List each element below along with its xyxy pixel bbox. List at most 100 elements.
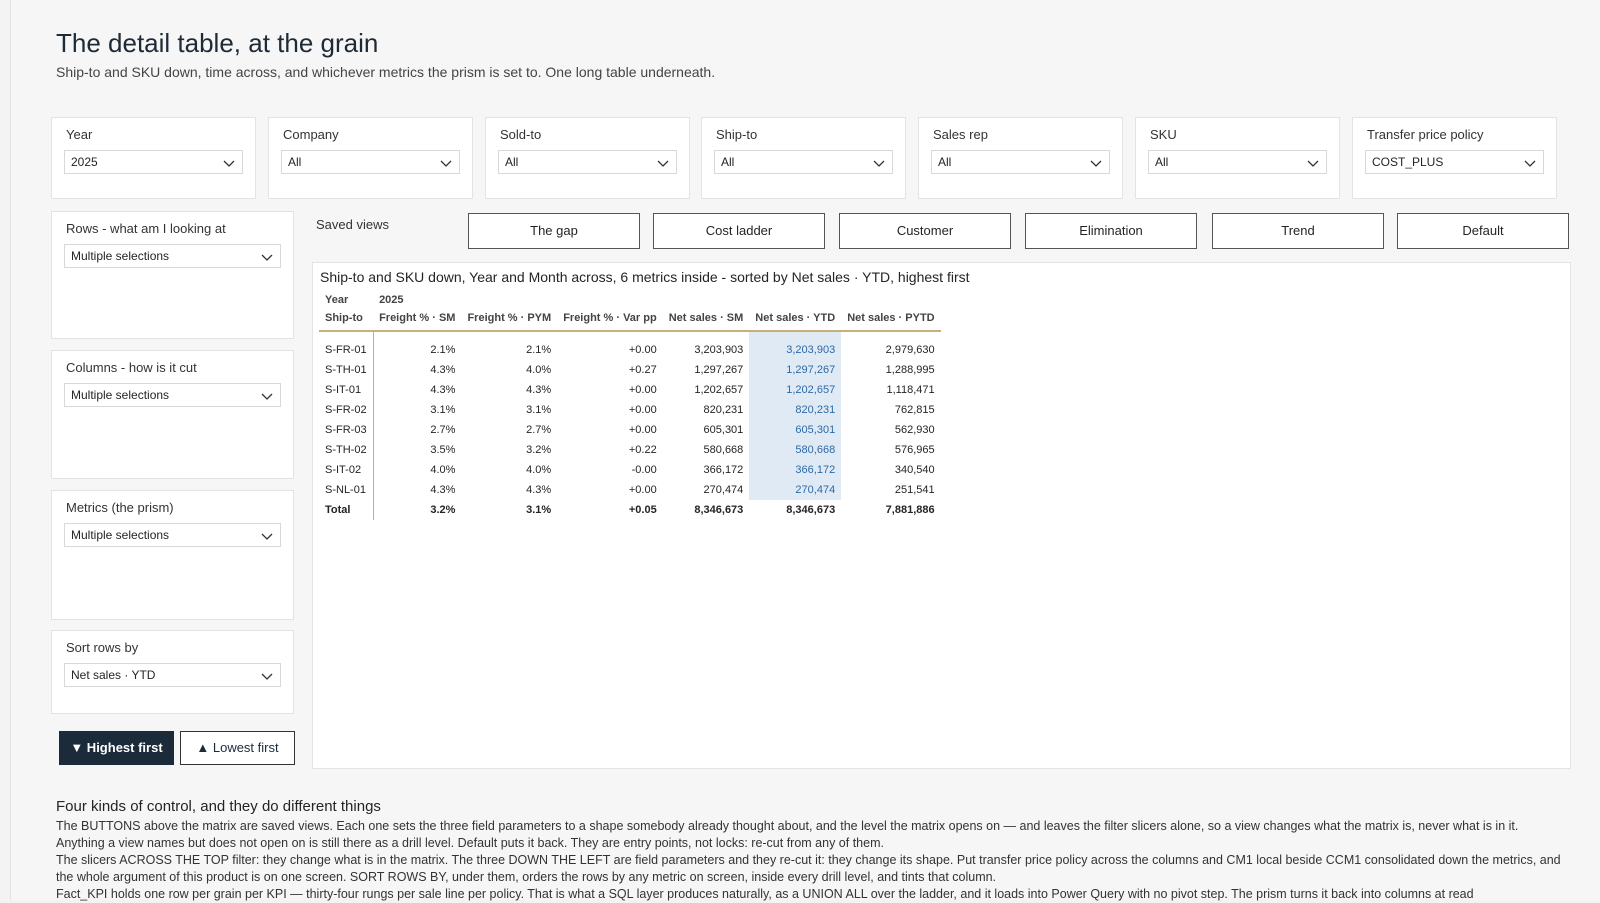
total-label: Total [319, 500, 374, 520]
chevron-down-icon [261, 533, 273, 540]
dropdown-value: COST_PLUS [1372, 155, 1444, 169]
sort-rows-dropdown[interactable]: Net sales · YTD [64, 663, 281, 687]
columns-parameter-dropdown[interactable]: Multiple selections [64, 383, 281, 407]
metrics-parameter-dropdown[interactable]: Multiple selections [64, 523, 281, 547]
parameter-label: Sort rows by [66, 640, 139, 655]
table-cell: +0.00 [628, 424, 657, 436]
table-row[interactable]: S-TH-02 3.5% 3.2% +0.22 580,668 580,668 … [319, 440, 941, 460]
matrix-table: Year 2025 Ship-to Freight % · SM Freight… [319, 291, 941, 520]
row-header[interactable]: Ship-to [319, 309, 374, 332]
table-row[interactable]: S-FR-03 2.7% 2.7% +0.00 605,301 605,301 … [319, 420, 941, 440]
row-label[interactable]: S-FR-02 [319, 400, 374, 420]
transfer-price-policy-dropdown[interactable]: COST_PLUS [1365, 150, 1544, 174]
highest-first-button[interactable]: ▼ Highest first [59, 731, 174, 765]
dropdown-value: All [505, 155, 519, 169]
metrics-parameter-card: Metrics (the prism) Multiple selections [51, 490, 294, 620]
view-trend-button[interactable]: Trend [1212, 213, 1384, 249]
view-customer-button[interactable]: Customer [839, 213, 1011, 249]
column-header[interactable]: Freight % · PYM [461, 309, 558, 332]
dropdown-value: Multiple selections [71, 528, 170, 542]
slicer-label: SKU [1150, 127, 1177, 142]
dropdown-value: Net sales · YTD [71, 668, 156, 682]
matrix-title: Ship-to and SKU down, Year and Month acr… [320, 269, 970, 285]
column-header[interactable]: Net sales · YTD [749, 309, 842, 332]
table-cell: 1,118,471 [886, 384, 935, 396]
table-row[interactable]: S-IT-02 4.0% 4.0% -0.00 366,172 366,172 … [319, 460, 941, 480]
year-header-label: Year [325, 294, 349, 306]
rows-parameter-dropdown[interactable]: Multiple selections [64, 244, 281, 268]
row-label[interactable]: S-IT-01 [319, 380, 374, 400]
row-label[interactable]: S-FR-01 [319, 331, 374, 360]
year-header-value[interactable]: 2025 [379, 294, 404, 306]
table-cell-highlighted: 605,301 [749, 420, 842, 440]
table-cell-highlighted: 580,668 [749, 440, 842, 460]
view-default-button[interactable]: Default [1397, 213, 1569, 249]
table-cell: 4.3% [526, 484, 552, 496]
chevron-down-icon [1090, 160, 1102, 167]
parameter-label: Rows - what am I looking at [66, 221, 226, 236]
table-cell: 2,979,630 [885, 344, 935, 356]
table-cell: 3.1% [430, 404, 456, 416]
slicer-transfer-price-policy: Transfer price policy COST_PLUS [1352, 117, 1557, 199]
lowest-first-button[interactable]: ▲ Lowest first [180, 731, 295, 765]
table-cell: 2.7% [526, 424, 552, 436]
row-label[interactable]: S-TH-01 [319, 360, 374, 380]
slicer-label: Company [283, 127, 339, 142]
table-cell: 576,965 [894, 444, 935, 456]
company-dropdown[interactable]: All [281, 150, 460, 174]
slicer-label: Transfer price policy [1367, 127, 1484, 142]
table-cell-highlighted: 1,202,657 [749, 380, 842, 400]
table-cell: +0.22 [628, 444, 657, 456]
table-cell: 340,540 [894, 464, 935, 476]
slicer-company: Company All [268, 117, 473, 199]
table-cell: 3.2% [526, 444, 552, 456]
row-label[interactable]: S-FR-03 [319, 420, 374, 440]
dropdown-value: All [1155, 155, 1169, 169]
column-header[interactable]: Freight % · SM [373, 309, 462, 332]
table-cell: 1,297,267 [694, 364, 744, 376]
table-cell: 366,172 [703, 464, 744, 476]
year-dropdown[interactable]: 2025 [64, 150, 243, 174]
row-label[interactable]: S-TH-02 [319, 440, 374, 460]
sku-dropdown[interactable]: All [1148, 150, 1327, 174]
sales-rep-dropdown[interactable]: All [931, 150, 1110, 174]
sold-to-dropdown[interactable]: All [498, 150, 677, 174]
total-cell: 8,346,673 [786, 504, 836, 516]
table-row[interactable]: S-IT-01 4.3% 4.3% +0.00 1,202,657 1,202,… [319, 380, 941, 400]
table-cell-highlighted: 270,474 [749, 480, 842, 500]
table-cell: 4.3% [430, 364, 456, 376]
table-cell: 3.5% [430, 444, 456, 456]
table-row[interactable]: S-FR-02 3.1% 3.1% +0.00 820,231 820,231 … [319, 400, 941, 420]
table-cell: 2.1% [526, 344, 552, 356]
table-row[interactable]: S-TH-01 4.3% 4.0% +0.27 1,297,267 1,297,… [319, 360, 941, 380]
table-row[interactable]: S-FR-01 2.1% 2.1% +0.00 3,203,903 3,203,… [319, 331, 941, 360]
table-cell: 562,930 [894, 424, 935, 436]
column-header[interactable]: Net sales · PYTD [841, 309, 941, 332]
table-cell: 4.0% [526, 364, 552, 376]
total-row: Total 3.2% 3.1% +0.05 8,346,673 8,346,67… [319, 500, 941, 520]
total-cell: 3.2% [430, 504, 456, 516]
sort-rows-card: Sort rows by Net sales · YTD [51, 630, 294, 714]
table-cell: 4.3% [430, 384, 456, 396]
table-cell: +0.27 [628, 364, 657, 376]
view-elimination-button[interactable]: Elimination [1025, 213, 1197, 249]
chevron-down-icon [1524, 160, 1536, 167]
total-cell: +0.05 [628, 504, 657, 516]
dropdown-value: Multiple selections [71, 249, 170, 263]
row-label[interactable]: S-NL-01 [319, 480, 374, 500]
row-label[interactable]: S-IT-02 [319, 460, 374, 480]
notes-paragraph-buttons: The BUTTONS above the matrix are saved v… [56, 819, 1519, 850]
column-header[interactable]: Freight % · Var pp [557, 309, 663, 332]
table-cell: 2.7% [430, 424, 456, 436]
table-cell: +0.00 [628, 384, 657, 396]
view-the-gap-button[interactable]: The gap [468, 213, 640, 249]
slicer-sales-rep: Sales rep All [918, 117, 1123, 199]
table-cell: 3.1% [526, 404, 552, 416]
table-cell: +0.00 [628, 344, 657, 356]
ship-to-dropdown[interactable]: All [714, 150, 893, 174]
view-cost-ladder-button[interactable]: Cost ladder [653, 213, 825, 249]
column-header[interactable]: Net sales · SM [662, 309, 750, 332]
table-row[interactable]: S-NL-01 4.3% 4.3% +0.00 270,474 270,474 … [319, 480, 941, 500]
table-cell: 762,815 [894, 404, 935, 416]
table-cell: 270,474 [703, 484, 744, 496]
